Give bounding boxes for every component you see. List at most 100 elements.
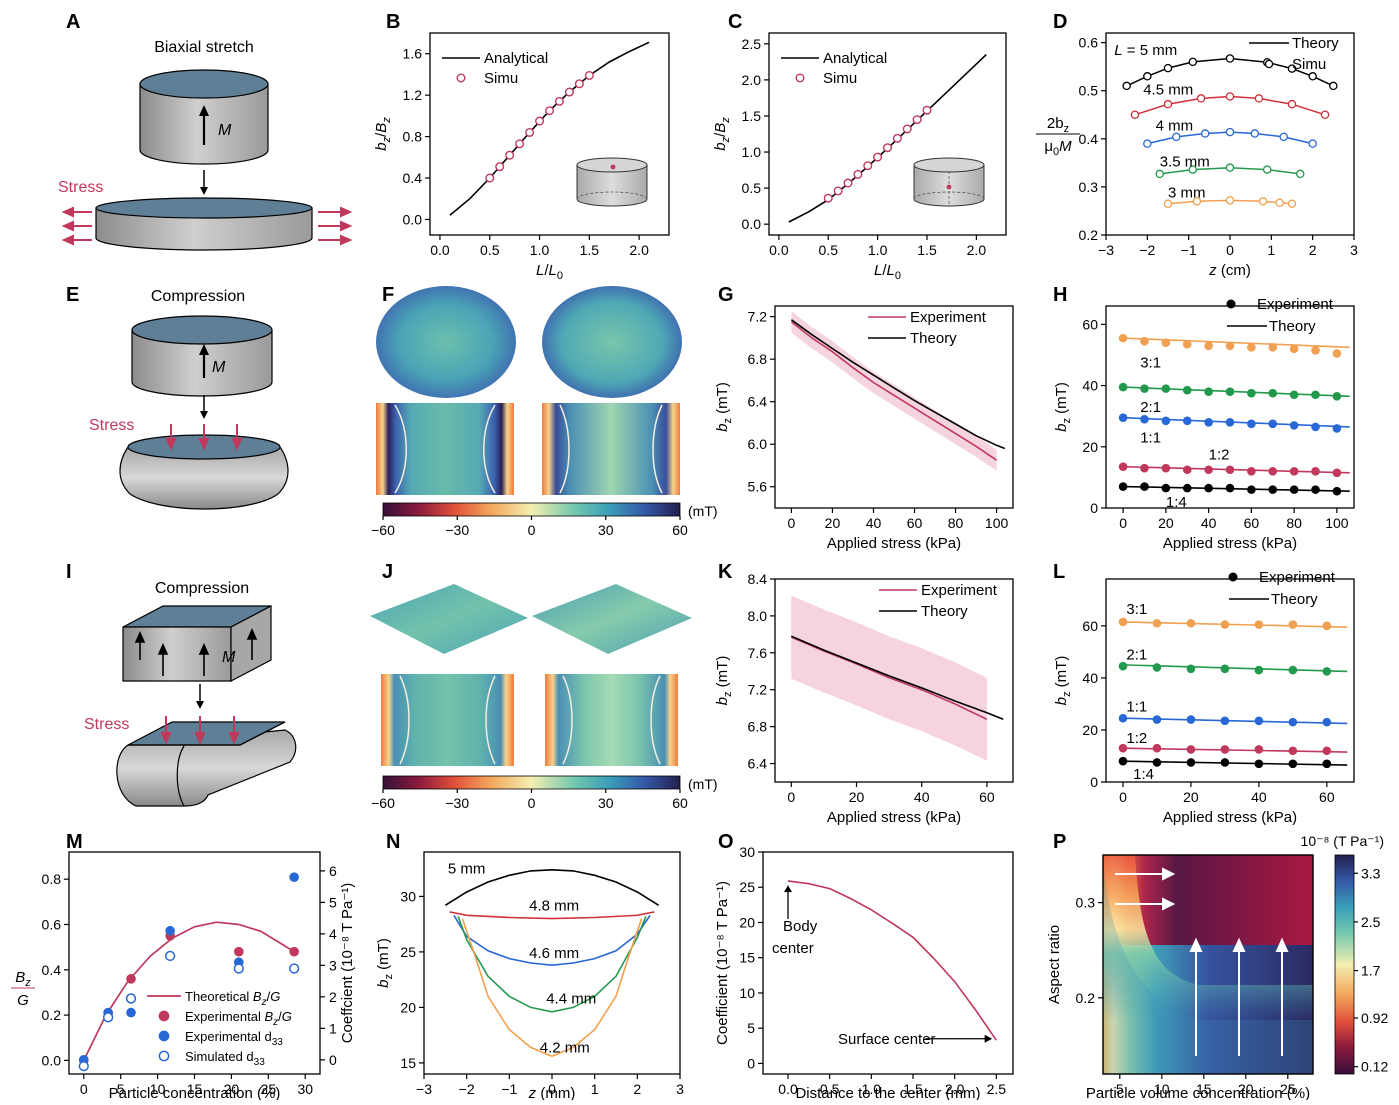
legend-label: Simulated d33 [185,1049,265,1068]
y-tick-label: 8.4 [748,571,768,587]
experiment-point [1268,466,1278,476]
experiment-point [1311,390,1320,400]
heatmap-p: P 10⁻⁸ (T Pa⁻¹) [1053,831,1384,1075]
series-label: 4.6 mm [529,945,579,962]
y-axis-label: bz (mT) [1053,656,1073,706]
double-arrow-icon [61,206,353,246]
experiment-point [1289,421,1299,430]
experiment-point [1332,424,1342,433]
series-theory-line [790,635,1004,721]
y-axis-label: μ0M [1044,138,1072,158]
experiment-point [1220,620,1230,629]
x-tick-label: 0 [787,789,795,805]
y-axis-label: Coefficient (10⁻⁸ T Pa⁻¹) [714,881,731,1045]
ratio-label: 1:4 [1133,766,1154,783]
simulated-d33-point [125,993,137,1004]
x-tick-label: 80 [1286,515,1302,531]
simulated-d33-point [78,1060,89,1072]
experiment-point [1161,483,1171,493]
simu-point [873,152,883,162]
x-tick-label: 1 [1267,242,1275,258]
x-tick-label: 80 [948,515,964,531]
series-theory-line [790,319,1006,450]
experiment-point [1118,743,1128,753]
x-tick-label: 1 [591,1081,599,1097]
flow-arrows [1115,867,1289,1056]
simu-point [1188,165,1198,174]
field-map-f: F (mT) −60 −30 0 30 60 [371,284,717,538]
legend-label: Theoretical Bz/G [185,989,280,1008]
x-tick-label: 15 [1196,1081,1212,1097]
experiment-point [1152,715,1162,724]
series-label: 4.8 mm [529,897,579,914]
simu-point [515,139,525,149]
simu-point [1143,72,1152,81]
y-tick-label: 2.0 [742,72,762,88]
ratio-label: 1:4 [1166,494,1187,511]
legend-swatch [158,1050,170,1062]
simu-point [1258,197,1268,206]
series-line [457,916,647,1013]
simu-point [1329,81,1338,91]
experiment-point [1225,465,1235,475]
y-tick-label: 0 [1090,500,1098,516]
chart-d: D −3 −2 −1 0 1 2 3 0.2 0.3 0.4 0.5 0.6 z (cm) 2bz μ0M L … [1036,11,1358,279]
simu-point [535,116,545,126]
x-tick-label: 0.0 [778,1081,798,1097]
x-tick-label: 20 [849,789,865,805]
x-axis-label: L/L0 [536,262,563,282]
y-tick-label: 0.0 [403,211,423,227]
y-tick-label: 40 [1082,670,1098,686]
simu-point [1225,127,1235,137]
experiment-point [1247,419,1256,429]
y-axis-label: bz/Bz [373,117,393,151]
annotation-label: Body [783,918,818,935]
legend-swatch [456,73,466,83]
legend-swatch [795,73,805,83]
legend-swatch [158,1030,170,1042]
simu-point [1250,129,1260,138]
panel-letter-a: A [66,11,80,33]
x-tick-label: 3 [676,1081,684,1097]
panel-letter-e: E [66,284,79,306]
y-tick-label: 30 [739,844,755,860]
simulated-d33-point [164,950,176,962]
cylinder-inset-icon [913,157,985,207]
annotation-label: center [772,940,814,957]
series-label: 3.5 mm [1160,153,1210,170]
series-label: L = 5 mm [1114,42,1177,59]
experiment-point [1204,465,1213,475]
legend-label: Experimental d33 [185,1029,283,1048]
panel-letter-m: M [66,831,83,853]
chart-k: K 0 20 40 60 6.4 6.8 7.2 7.6 8.0 8.4 Applied stress… [714,561,1014,826]
plot-frame [774,578,1014,783]
x-tick-label: 1.0 [868,242,888,258]
colorbar-tick-label: 0.92 [1361,1010,1388,1026]
experiment-point [1247,388,1256,398]
x-tick-label: 0 [1119,789,1127,805]
simu-point [1275,198,1284,208]
experiment-point [1118,713,1128,723]
y-axis-label: Aspect ratio [1046,925,1063,1004]
y-tick-label: 0.2 [42,1007,62,1023]
x-tick-label: 1.0 [530,242,550,258]
experiment-point [1254,620,1264,629]
down-arrow-icon [165,424,243,451]
simu-point [554,96,564,106]
x-tick-label: 3 [1350,242,1358,258]
experiment-point [1204,483,1213,493]
experiment-point [1152,663,1162,672]
experiment-point [1152,743,1162,753]
y2-tick-label: 6 [329,863,337,879]
experiment-point [1332,391,1342,401]
experiment-point [1254,759,1264,769]
experiment-point [1254,716,1264,726]
x-axis-label: Applied stress (kPa) [1163,809,1297,826]
experiment-point [1247,466,1256,476]
ratio-label: 1:2 [1209,446,1230,463]
simu-point [1200,129,1210,138]
theory-fit-line [1123,337,1350,349]
x-tick-label: 2.0 [945,1081,965,1097]
field-map-j: J (mT) −60 −30 0 30 60 [370,561,718,811]
